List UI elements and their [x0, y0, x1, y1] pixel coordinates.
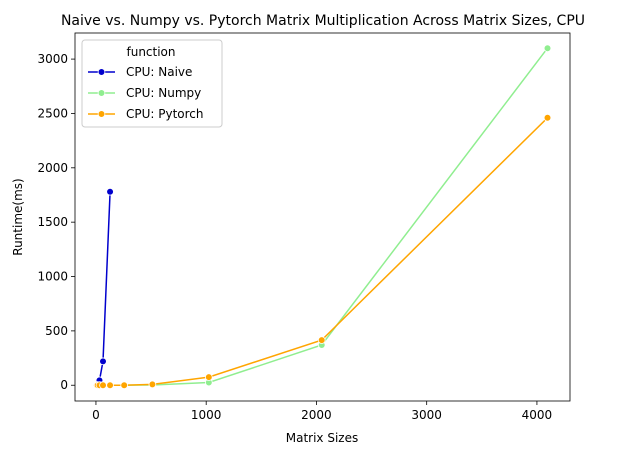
y-axis-label: Runtime(ms) — [11, 178, 25, 255]
x-axis-label: Matrix Sizes — [286, 431, 358, 445]
y-tick-label: 2500 — [37, 106, 68, 120]
y-tick-label: 0 — [60, 378, 68, 392]
data-point-cpu-pytorch — [106, 381, 114, 390]
legend-label-cpu-numpy: CPU: Numpy — [126, 86, 201, 100]
legend-marker-cpu-naive — [97, 68, 106, 76]
data-point-cpu-naive — [99, 357, 107, 366]
y-axis: 0 500 1000 1500 2000 2500 3000 — [37, 52, 75, 392]
x-tick-label: 0 — [92, 408, 100, 422]
x-tick-label: 1000 — [191, 408, 222, 422]
y-tick-label: 1000 — [37, 270, 68, 284]
legend-marker-cpu-pytorch — [97, 110, 106, 118]
legend-title: function — [126, 45, 175, 59]
data-point-cpu-pytorch — [317, 336, 326, 344]
plot-area — [93, 44, 552, 390]
x-tick-label: 4000 — [522, 408, 553, 422]
data-point-cpu-pytorch — [120, 381, 128, 390]
data-point-cpu-pytorch — [148, 380, 157, 389]
x-tick-label: 2000 — [301, 408, 332, 422]
data-point-cpu-pytorch — [99, 381, 107, 390]
data-point-cpu-naive — [106, 187, 114, 196]
y-tick-label: 1500 — [37, 215, 68, 229]
data-point-cpu-pytorch — [543, 113, 552, 122]
legend-box — [81, 39, 223, 128]
legend-entries: CPU: Naive CPU: Numpy CPU: Pytorch — [88, 65, 204, 121]
chart-title: Naive vs. Numpy vs. Pytorch Matrix Multi… — [61, 13, 585, 29]
legend: function CPU: Naive CPU: Numpy CPU: Pytorc… — [81, 39, 223, 128]
data-point-cpu-numpy — [543, 44, 552, 53]
legend-label-cpu-pytorch: CPU: Pytorch — [126, 107, 204, 121]
y-tick-label: 2000 — [37, 161, 68, 175]
legend-label-cpu-naive: CPU: Naive — [126, 65, 192, 79]
x-axis: 0 1000 2000 3000 4000 — [92, 401, 552, 422]
legend-marker-cpu-numpy — [97, 89, 106, 97]
y-tick-label: 3000 — [37, 52, 68, 66]
y-tick-label: 500 — [45, 324, 68, 338]
x-tick-label: 3000 — [411, 408, 442, 422]
data-point-cpu-pytorch — [205, 373, 213, 381]
plot-frame — [74, 32, 571, 402]
series-line-cpu-naive — [96, 191, 111, 386]
